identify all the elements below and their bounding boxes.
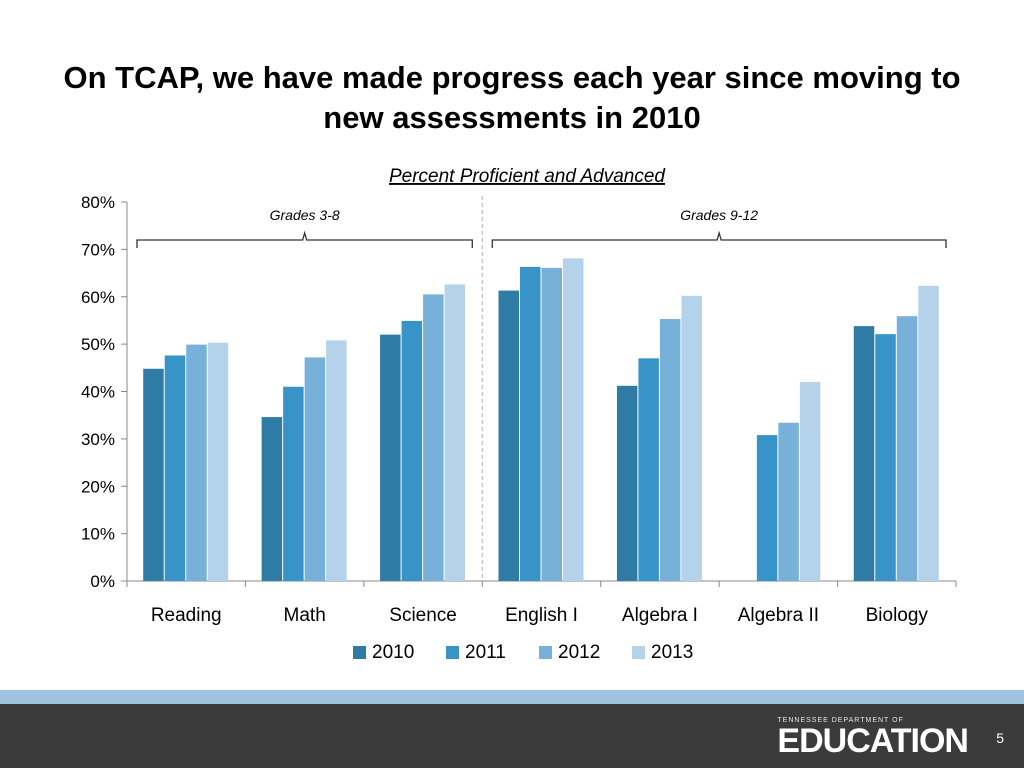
bar-2010 (616, 385, 638, 581)
x-category-label: English I (505, 605, 578, 626)
bar-2013 (207, 342, 229, 581)
group-label: Grades 9-12 (680, 207, 758, 223)
legend-swatch-2010 (353, 646, 366, 659)
legend-label: 2010 (372, 642, 414, 663)
legend-label: 2013 (651, 642, 693, 663)
bar-2012 (186, 344, 207, 581)
slide-title: On TCAP, we have made progress each year… (63, 60, 961, 135)
y-tick-label: 40% (81, 383, 115, 402)
logo-department-line: TENNESSEE DEPARTMENT OF (777, 717, 904, 724)
logo-education-wordmark: EDUCATION (777, 722, 969, 760)
chart-title: Percent Proficient and Advanced (389, 166, 666, 187)
legend-label: 2011 (465, 642, 506, 663)
bar-2011 (401, 320, 423, 581)
bar-2012 (541, 267, 562, 581)
y-tick-label: 10% (81, 525, 115, 544)
bar-2010 (853, 326, 875, 581)
legend-swatch-2013 (632, 646, 645, 659)
x-category-label: Math (284, 605, 326, 626)
chart-area: Percent Proficient and Advanced 0% 10% 20% 3… (81, 166, 957, 663)
x-category-label: Science (389, 605, 457, 626)
x-category-label: Algebra II (738, 605, 819, 626)
bar-2013 (326, 340, 347, 581)
group-brace (491, 230, 947, 248)
bar-2011 (520, 266, 541, 581)
bar-2011 (283, 386, 304, 581)
legend-swatch-2011 (446, 646, 459, 659)
x-category-label: Algebra I (622, 605, 698, 626)
footer-stripe (0, 690, 1024, 704)
footer-bar: TENNESSEE DEPARTMENT OF EDUCATION 5 (0, 704, 1024, 768)
x-category-label: Biology (866, 605, 929, 626)
bar-2013 (563, 258, 584, 581)
bar-2013 (444, 284, 466, 581)
y-tick-label: 0% (90, 572, 115, 591)
legend-swatch-2012 (539, 646, 552, 659)
bar-2010 (143, 368, 164, 581)
bar-2010 (498, 290, 519, 581)
y-tick-label: 20% (81, 477, 115, 496)
group-label: Grades 3-8 (270, 207, 340, 223)
x-category-label: Reading (151, 605, 222, 626)
bar-2013 (799, 382, 821, 581)
bar-2010 (261, 417, 283, 581)
bar-2012 (659, 319, 681, 581)
bar-2011 (638, 358, 659, 581)
bar-2012 (304, 357, 326, 581)
group-brace (136, 230, 473, 248)
department-logo: TENNESSEE DEPARTMENT OF EDUCATION (777, 717, 969, 760)
y-tick-label: 50% (81, 335, 115, 354)
bar-2013 (681, 295, 702, 581)
bar-2012 (423, 294, 444, 581)
bar-2012 (778, 422, 799, 581)
y-tick-label: 60% (81, 288, 115, 307)
bar-2010 (380, 334, 401, 581)
bar-2011 (875, 334, 896, 581)
page-number: 5 (996, 730, 1004, 746)
bar-2012 (896, 316, 918, 581)
y-tick-label: 80% (81, 193, 115, 212)
bar-2011 (756, 435, 778, 581)
bar-chart: Percent Proficient and Advanced 0% 10% 20% 3… (81, 166, 957, 663)
y-tick-label: 70% (81, 240, 115, 259)
y-tick-label: 30% (81, 430, 115, 449)
bar-2011 (164, 355, 186, 581)
bar-2013 (918, 285, 939, 581)
legend-label: 2012 (558, 642, 600, 663)
